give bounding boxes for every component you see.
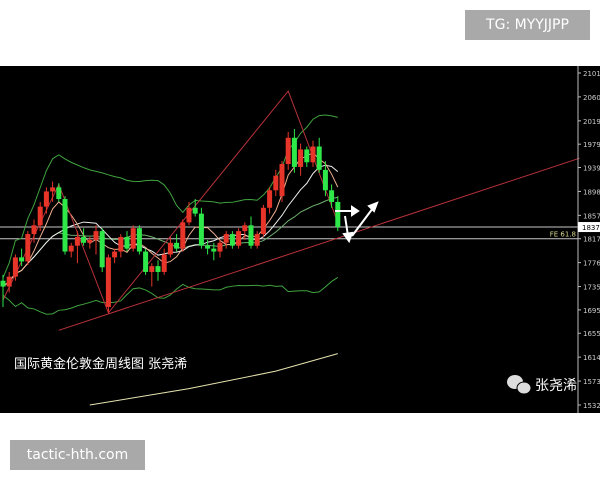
candle-body <box>310 146 316 163</box>
candle-body <box>155 266 161 272</box>
candle-body <box>205 245 211 249</box>
zigzag-line <box>2 90 339 314</box>
candle-body <box>322 169 328 191</box>
candle-body <box>112 251 118 258</box>
candle-body <box>335 201 341 228</box>
candle-body <box>223 234 229 243</box>
candle-body <box>273 175 279 191</box>
ma-5 <box>2 151 339 287</box>
candle-body <box>167 242 173 255</box>
candle-body <box>180 222 186 249</box>
candle-body <box>87 239 93 243</box>
candle-body <box>81 236 87 243</box>
forecast-arrows <box>335 201 379 244</box>
trendline <box>58 157 580 331</box>
candle-body <box>285 137 291 165</box>
telegram-badge: TG: MYYJJPP <box>465 10 590 40</box>
candle-body <box>291 137 297 167</box>
ma-long <box>89 353 338 406</box>
candle-body <box>242 225 248 232</box>
candle-body <box>174 242 180 249</box>
y-tick-label: 1532. <box>583 402 600 410</box>
candle-body <box>56 187 62 200</box>
candle-body <box>12 257 18 277</box>
candle-body <box>260 207 266 235</box>
candle-body <box>124 236 130 249</box>
candle-body <box>118 236 124 252</box>
candle-body <box>93 231 99 240</box>
fe-level-label: FE 61.8 <box>550 231 576 239</box>
candle-body <box>31 225 37 235</box>
candle-body <box>130 228 136 249</box>
wechat-icon <box>507 375 532 395</box>
candle-body <box>25 234 31 262</box>
y-tick-label: 1655. <box>583 330 600 338</box>
candle-body <box>161 254 167 272</box>
candle-body <box>329 190 335 202</box>
candle-body <box>186 207 192 223</box>
y-tick-label: 2019. <box>583 118 600 126</box>
candle-body <box>0 280 6 287</box>
candle-body <box>105 257 111 307</box>
watermark: 张尧浠 <box>535 378 577 394</box>
candle-body <box>248 225 254 246</box>
candle-body <box>50 187 56 192</box>
candle-body <box>68 245 74 252</box>
candle-body <box>136 228 142 252</box>
y-tick-label: 1857. <box>583 212 600 220</box>
gold-weekly-chart: 2101. 2060. 2019. 1979. 1939. 1898. 1857. 1817.… <box>0 66 600 413</box>
candle-body <box>236 231 242 246</box>
candle-body <box>143 251 149 272</box>
candle-body <box>37 206 43 226</box>
chart-svg: 2101. 2060. 2019. 1979. 1939. 1898. 1857. 1817.… <box>0 66 600 413</box>
y-tick-label: 2101. <box>583 70 600 78</box>
y-tick-label: 1776. <box>583 260 600 268</box>
candle-body <box>198 213 204 246</box>
candle-body <box>99 231 105 268</box>
y-tick-label: 1735. <box>583 284 600 292</box>
current-price-label: 1837 <box>582 224 600 232</box>
y-tick-label: 1695. <box>583 307 600 315</box>
chart-title: 国际黄金伦敦金周线图 张尧浠 <box>14 356 187 372</box>
candle-body <box>279 164 285 197</box>
bollinger-lower <box>2 277 339 315</box>
y-tick-label: 1898. <box>583 188 600 196</box>
candle-body <box>192 207 198 214</box>
current-price-box <box>578 222 600 233</box>
candle-body <box>211 248 217 252</box>
y-tick-label: 1939. <box>583 165 600 173</box>
candle-body <box>267 190 273 208</box>
candle-body <box>229 234 235 246</box>
candle-body <box>217 242 223 252</box>
y-tick-label: 1979. <box>583 141 600 149</box>
y-tick-label: 1614. <box>583 354 600 362</box>
candle-body <box>316 146 322 170</box>
candle-body <box>254 234 260 246</box>
candle-body <box>298 149 304 167</box>
candle-body <box>304 149 310 163</box>
candle-body <box>62 199 68 252</box>
candle-body <box>19 257 25 262</box>
candle-body <box>149 266 155 272</box>
site-badge: tactic-hth.com <box>10 440 145 470</box>
y-tick-label: 2060. <box>583 94 600 102</box>
candle-body <box>43 191 49 207</box>
candle-body <box>6 276 12 287</box>
ma-10 <box>2 164 339 287</box>
y-tick-label: 1573. <box>583 378 600 386</box>
candle-body <box>74 236 80 246</box>
y-tick-label: 1817. <box>583 236 600 244</box>
